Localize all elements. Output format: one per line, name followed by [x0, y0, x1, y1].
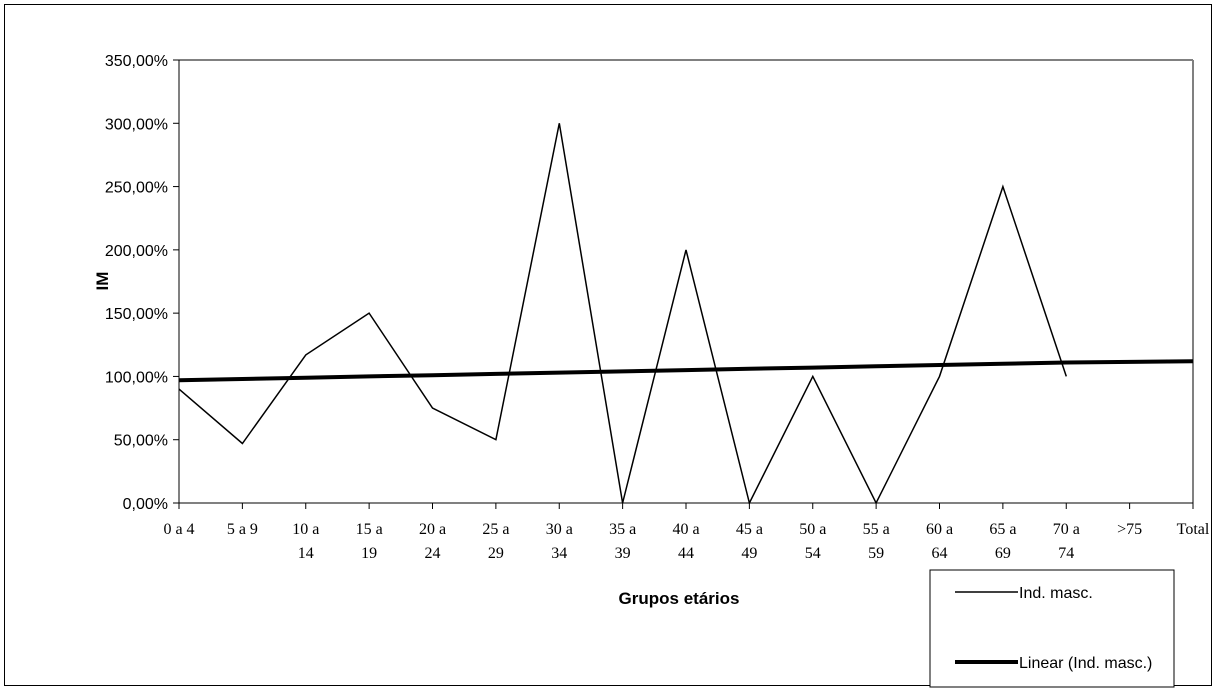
series-layer — [178, 123, 1194, 506]
x-tick-label-line2: 54 — [805, 545, 821, 562]
legend: Ind. masc. Linear (Ind. masc.) — [929, 569, 1175, 688]
x-tick-label-line2: 39 — [615, 545, 631, 562]
legend-label-ind-masc: Ind. masc. — [1019, 585, 1093, 602]
x-tick-label-line2: 59 — [868, 545, 884, 562]
y-tick-label: 100,00% — [105, 369, 168, 386]
x-tick-label: 55 a — [863, 521, 890, 538]
x-tick-label-line2: 34 — [551, 545, 567, 562]
x-tick-label: 70 a — [1053, 521, 1080, 538]
x-tick-label: 5 a 9 — [227, 521, 258, 538]
x-tick-label-line2: 29 — [488, 545, 504, 562]
legend-label-linear: Linear (Ind. masc.) — [1019, 655, 1152, 672]
x-tick-label: 20 a — [419, 521, 446, 538]
x-tick-label: Total — [1177, 521, 1210, 538]
y-axis-ticks: 0,00% 50,00% 100,00% 150,00% 200,00% 250,00% 3… — [105, 53, 179, 513]
x-tick-label-line2: 44 — [678, 545, 694, 562]
y-tick-label: 300,00% — [105, 116, 168, 133]
y-tick-label: 150,00% — [105, 306, 168, 323]
x-tick-label-line2: 24 — [425, 545, 441, 562]
legend-box — [929, 569, 1175, 688]
x-axis-ticks: 0 a 4 5 a 9 10 a 14 15 a 19 20 a 24 25 a 29 30 a 34… — [163, 503, 1210, 562]
x-tick-label: 10 a — [292, 521, 319, 538]
trendline-linear-ind-masc — [178, 359, 1194, 383]
y-tick-label: 250,00% — [105, 180, 168, 197]
x-axis-title: Grupos etários — [619, 589, 740, 608]
x-tick-label: 0 a 4 — [163, 521, 194, 538]
x-tick-label: 35 a — [609, 521, 636, 538]
x-tick-label: 65 a — [989, 521, 1016, 538]
series-line-ind-masc — [178, 123, 1068, 506]
y-tick-label: 0,00% — [123, 496, 168, 513]
x-tick-label-line2: 64 — [932, 545, 948, 562]
x-tick-label: 45 a — [736, 521, 763, 538]
x-tick-label: 50 a — [799, 521, 826, 538]
x-tick-label: 25 a — [482, 521, 509, 538]
y-tick-label: 50,00% — [114, 433, 168, 450]
x-tick-label: 15 a — [356, 521, 383, 538]
x-tick-label-line2: 74 — [1058, 545, 1074, 562]
x-tick-label: 60 a — [926, 521, 953, 538]
x-tick-label: 40 a — [672, 521, 699, 538]
x-tick-label: >75 — [1117, 521, 1142, 538]
x-tick-label-line2: 14 — [298, 545, 314, 562]
axes — [178, 59, 1194, 504]
y-tick-label: 200,00% — [105, 243, 168, 260]
x-tick-label-line2: 69 — [995, 545, 1011, 562]
x-tick-label-line2: 49 — [741, 545, 757, 562]
x-tick-label: 30 a — [546, 521, 573, 538]
x-tick-label-line2: 19 — [361, 545, 377, 562]
y-axis-title: IM — [93, 272, 112, 291]
y-tick-label: 350,00% — [105, 53, 168, 70]
